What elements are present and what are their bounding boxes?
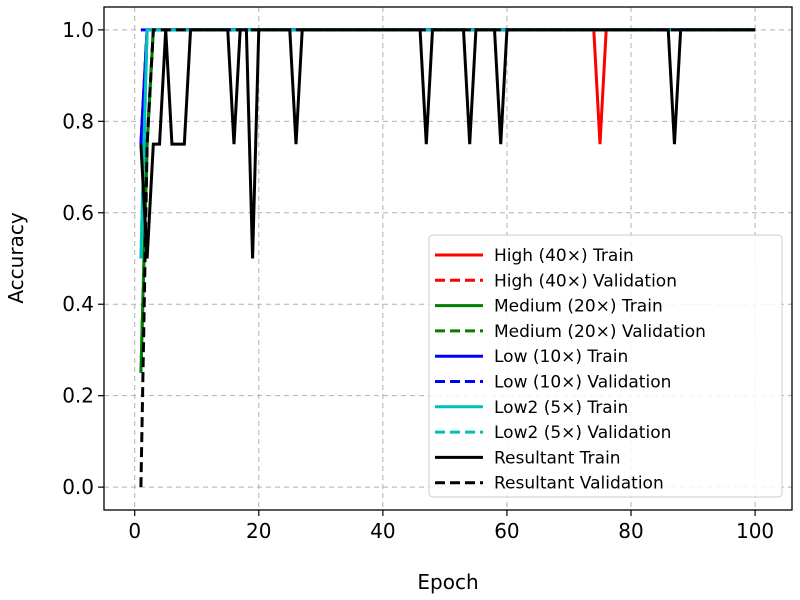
legend: High (40×) Train High (40×) Validation Med… <box>428 234 783 498</box>
legend-label-1: High (40×) Validation <box>494 271 677 291</box>
x-tick-label: 0 <box>128 519 141 543</box>
y-tick-label: 0.4 <box>62 292 94 316</box>
legend-label-6: Low2 (5×) Train <box>494 398 628 418</box>
y-tick-label: 0.6 <box>62 201 94 225</box>
legend-label-5: Low (10×) Validation <box>494 373 671 393</box>
y-tick-label: 0.0 <box>62 475 94 499</box>
y-tick-label: 0.2 <box>62 384 94 408</box>
legend-label-3: Medium (20×) Validation <box>494 322 706 342</box>
legend-box <box>428 234 783 498</box>
legend-label-8: Resultant Train <box>494 448 621 468</box>
legend-label-4: Low (10×) Train <box>494 347 628 367</box>
series-lines <box>139 28 756 488</box>
y-tick-label: 1.0 <box>62 18 94 42</box>
legend-label-7: Low2 (5×) Validation <box>494 423 671 443</box>
x-axis-label: Epoch <box>417 570 478 594</box>
legend-label-9: Resultant Validation <box>494 474 664 494</box>
legend-label-0: High (40×) Train <box>494 246 634 266</box>
plot-frame <box>103 6 793 511</box>
y-tick-label: 0.8 <box>62 109 94 133</box>
x-tick-label: 40 <box>370 519 395 543</box>
series-line-9 <box>139 28 756 488</box>
legend-label-2: Medium (20×) Train <box>494 297 663 317</box>
x-tick-label: 60 <box>494 519 519 543</box>
axis-ticks: 0 20 40 60 80 100 0.0 0.2 0.4 0.6 0.8 1.0 <box>62 18 774 543</box>
x-tick-label: 80 <box>618 519 643 543</box>
y-axis-label: Accuracy <box>4 212 28 303</box>
x-tick-label: 20 <box>246 519 271 543</box>
x-tick-label: 100 <box>736 519 774 543</box>
